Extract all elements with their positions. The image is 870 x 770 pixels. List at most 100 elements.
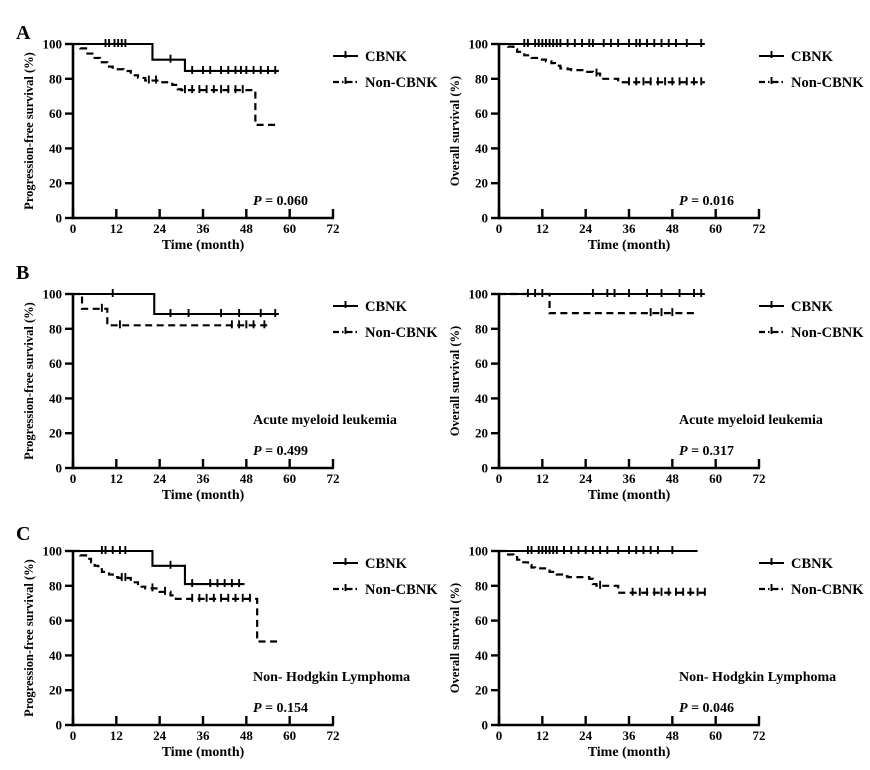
x-tick-label: 0 [496, 221, 503, 236]
x-tick-label: 36 [623, 221, 637, 236]
x-tick-label: 48 [240, 471, 254, 486]
legend-label-non-cbnk: Non-CBNK [791, 75, 864, 91]
p-value-label: P = 0.154 [253, 701, 308, 716]
y-axis-title: Progression-free survival (%) [22, 302, 36, 460]
x-tick-label: 60 [283, 221, 296, 236]
p-value-label: P = 0.016 [679, 194, 734, 209]
legend-label-cbnk: CBNK [791, 49, 834, 65]
p-value-label: P = 0.499 [253, 444, 308, 459]
x-tick-label: 72 [753, 728, 766, 743]
y-tick-label: 80 [475, 578, 488, 593]
legend-label-cbnk: CBNK [365, 49, 408, 65]
legend-label-cbnk: CBNK [365, 556, 408, 572]
x-tick-label: 12 [110, 221, 123, 236]
x-tick-label: 60 [283, 471, 296, 486]
panel-a-pfs-non-cbnk-curve [73, 42, 279, 127]
x-tick-label: 72 [327, 728, 340, 743]
legend-label-non-cbnk: Non-CBNK [791, 325, 864, 341]
x-tick-label: 48 [666, 728, 680, 743]
panel-b-pfs-non-cbnk-curve [73, 292, 272, 327]
panel-letter-a: A [16, 22, 31, 44]
y-tick-label: 60 [49, 106, 62, 121]
y-tick-label: 40 [49, 648, 62, 663]
x-tick-label: 12 [536, 221, 549, 236]
legend-label-non-cbnk: Non-CBNK [365, 75, 438, 91]
x-tick-label: 60 [709, 471, 722, 486]
y-tick-label: 0 [482, 718, 489, 733]
disease-annotation: Non- Hodgkin Lymphoma [679, 670, 836, 685]
y-tick-label: 0 [56, 211, 63, 226]
y-tick-label: 20 [475, 426, 488, 441]
y-tick-label: 80 [475, 71, 488, 86]
x-tick-label: 48 [666, 471, 680, 486]
y-tick-label: 60 [475, 356, 488, 371]
y-tick-label: 0 [56, 718, 63, 733]
y-tick-label: 20 [49, 426, 62, 441]
x-tick-label: 60 [709, 221, 722, 236]
x-tick-label: 12 [110, 728, 123, 743]
panel-a-os: 0 12 24 36 48 60 72 0 20 40 60 80 100 Time (month) Ove… [448, 37, 864, 254]
x-tick-label: 36 [623, 471, 637, 486]
panel-letter-b: B [16, 262, 30, 284]
x-tick-label: 36 [197, 728, 211, 743]
x-tick-label: 12 [536, 728, 549, 743]
legend-label-non-cbnk: Non-CBNK [791, 582, 864, 598]
panel-letter-c: C [16, 523, 31, 545]
panel-c-pfs-cbnk-curve [73, 549, 245, 586]
x-tick-label: 36 [197, 471, 211, 486]
y-axis-title: Overall survival (%) [448, 583, 462, 693]
x-tick-label: 36 [623, 728, 637, 743]
x-tick-label: 48 [240, 728, 254, 743]
x-tick-label: 0 [496, 471, 503, 486]
legend-label-cbnk: CBNK [365, 299, 408, 315]
y-tick-label: 20 [475, 683, 488, 698]
legend-label-cbnk: CBNK [791, 299, 834, 315]
panel-c-pfs-non-cbnk-curve [73, 549, 279, 643]
panel-a-pfs-cbnk-curve [73, 42, 279, 73]
y-tick-label: 0 [56, 461, 63, 476]
x-tick-label: 60 [709, 728, 722, 743]
x-tick-label: 24 [153, 728, 167, 743]
x-axis-title: Time (month) [588, 238, 671, 253]
panel-b-os: 0 12 24 36 48 60 72 0 20 40 60 80 100 Time (month) Ove… [448, 287, 864, 504]
x-tick-label: 48 [666, 221, 680, 236]
x-tick-label: 24 [579, 471, 593, 486]
x-axis-title: Time (month) [588, 488, 671, 503]
x-tick-label: 0 [70, 471, 77, 486]
x-tick-label: 12 [110, 471, 123, 486]
y-tick-label: 60 [49, 613, 62, 628]
y-tick-label: 100 [469, 287, 489, 302]
x-tick-label: 36 [197, 221, 211, 236]
y-tick-label: 80 [49, 321, 62, 336]
y-tick-label: 0 [482, 211, 489, 226]
y-tick-label: 80 [49, 578, 62, 593]
legend-label-non-cbnk: Non-CBNK [365, 582, 438, 598]
y-tick-label: 40 [475, 141, 488, 156]
panel-a-os-non-cbnk-curve [499, 42, 705, 84]
y-tick-label: 60 [475, 613, 488, 628]
y-tick-label: 40 [475, 391, 488, 406]
y-tick-label: 40 [475, 648, 488, 663]
legend-label-cbnk: CBNK [791, 556, 834, 572]
y-tick-label: 100 [469, 37, 489, 52]
panel-b-os-non-cbnk-curve [499, 292, 698, 315]
p-value-label: P = 0.060 [253, 194, 308, 209]
y-tick-label: 100 [43, 544, 63, 559]
legend-label-non-cbnk: Non-CBNK [365, 325, 438, 341]
y-tick-label: 40 [49, 141, 62, 156]
x-tick-label: 60 [283, 728, 296, 743]
y-axis-title: Overall survival (%) [448, 326, 462, 436]
panel-b-pfs-cbnk-curve [73, 292, 279, 316]
p-value-label: P = 0.317 [679, 444, 734, 459]
x-tick-label: 0 [70, 728, 77, 743]
p-value-label: P = 0.046 [679, 701, 734, 716]
y-tick-label: 20 [49, 176, 62, 191]
panel-a-pfs: 0 12 24 36 48 60 72 0 20 40 60 80 100 Time (month) Pro… [22, 37, 438, 254]
panel-b-pfs: 0 12 24 36 48 60 72 0 20 40 60 80 100 Time (month) Pro… [22, 287, 438, 504]
y-tick-label: 100 [43, 37, 63, 52]
x-tick-label: 72 [327, 471, 340, 486]
y-tick-label: 20 [475, 176, 488, 191]
x-axis-title: Time (month) [162, 238, 245, 253]
